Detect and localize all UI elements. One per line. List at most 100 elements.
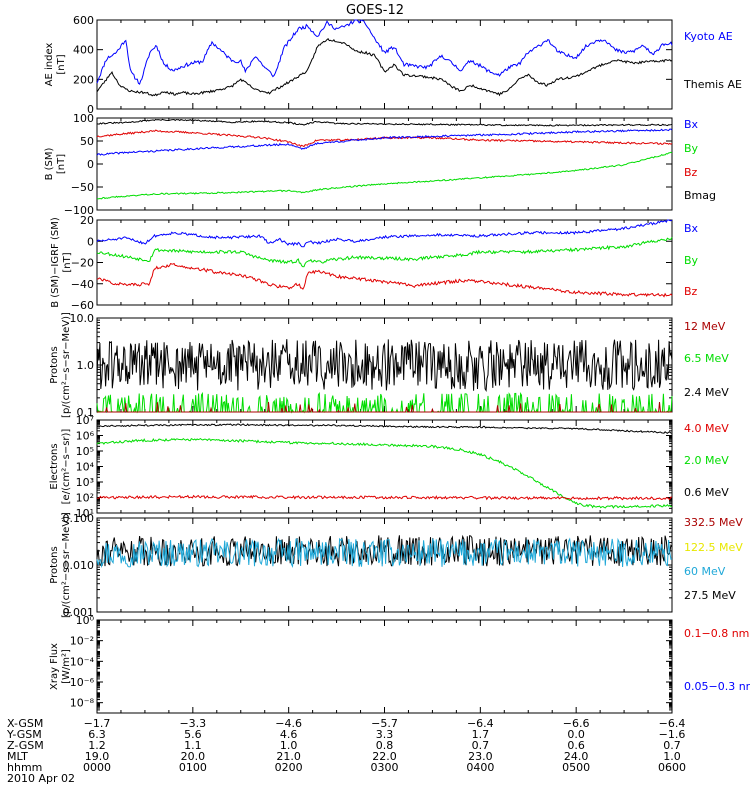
ephemeris-row-label: X-GSM: [7, 717, 43, 730]
y-tick-label: 10⁻⁸: [70, 697, 95, 710]
y-axis-label: B (SM)−IGRF (SM): [50, 217, 61, 308]
ephemeris-value: −4.6: [275, 717, 302, 730]
ephemeris-date: 2010 Apr 02: [7, 772, 75, 785]
legend-entry: 60 MeV: [684, 565, 726, 578]
y-tick-label: 0: [87, 158, 94, 171]
ephemeris-value: 22.0: [372, 750, 397, 763]
y-tick-label: 0.100: [63, 512, 95, 525]
panel-electrons: 10¹ 10² 10³ 10⁴ 10⁵ 10⁶ 10⁷ Electrons [e/(cm²−s−…: [49, 414, 729, 520]
series-bx: [96, 219, 673, 248]
ephemeris-value: 5.6: [184, 728, 202, 741]
y-axis-label: [nT]: [56, 54, 67, 74]
y-tick-label: 10⁶: [76, 430, 95, 443]
ephemeris-value: −1.7: [84, 717, 111, 730]
legend-entry: 27.5 MeV: [684, 589, 736, 602]
ephemeris-row-label: hhmm: [7, 761, 42, 774]
y-tick-label: −50: [71, 181, 94, 194]
y-tick-label: 10⁻⁴: [70, 655, 95, 668]
legend-entry: 0.6 MeV: [684, 486, 729, 499]
series-by: [96, 237, 673, 268]
y-tick-label: 50: [80, 135, 94, 148]
ephemeris-value: 0200: [275, 761, 303, 774]
panel-frame: [96, 19, 673, 110]
ephemeris-value: 21.0: [276, 750, 301, 763]
ephemeris-value: 0.6: [567, 739, 585, 752]
series-0-6-mev: [96, 423, 673, 434]
y-tick-label: 10⁻²: [70, 635, 94, 648]
y-tick-label: 0: [87, 235, 94, 248]
ephemeris-value: 0.7: [472, 739, 490, 752]
legend-entry: Bmag: [684, 189, 716, 202]
legend-entry: 6.5 MeV: [684, 352, 729, 365]
series-12-mev: [97, 401, 672, 413]
y-tick-label: 0.1: [77, 406, 95, 419]
y-axis-label: [p/(cm²−s−sr−MeV)]: [61, 312, 72, 418]
series-bz: [96, 129, 673, 148]
ephemeris-value: 4.6: [280, 728, 298, 741]
y-axis-label: [nT]: [62, 252, 73, 272]
panel-bigrf: −60 −40 −20 0 20 B (SM)−IGRF (SM) [nT] Bx By Bz: [50, 214, 699, 312]
ephemeris-value: 19.0: [85, 750, 110, 763]
ephemeris-value: 1.7: [472, 728, 490, 741]
chart-title: GOES-12: [346, 3, 404, 18]
legend-entry: 0.05−0.3 nr: [684, 680, 750, 693]
legend-entry: 2.0 MeV: [684, 454, 729, 467]
ephemeris-value: 0500: [562, 761, 590, 774]
legend-entry: 0.1−0.8 nm: [684, 627, 749, 640]
ephemeris-value: 0400: [466, 761, 494, 774]
panel-frame: [96, 517, 673, 613]
legend-entry: Bx: [684, 222, 699, 235]
panel-frame: [96, 619, 673, 714]
y-tick-label: 200: [73, 73, 94, 86]
ephemeris-value: −5.7: [371, 717, 398, 730]
y-tick-label: 10²: [76, 492, 94, 505]
y-tick-label: 10¹: [76, 507, 94, 520]
legend-entry: By: [684, 254, 699, 267]
ephemeris-value: −6.6: [563, 717, 590, 730]
y-tick-label: 100: [73, 112, 94, 125]
panel-xray: 10⁻⁸ 10⁻⁶ 10⁻⁴ 10⁻² 10⁰ Xray Flux [W/m²] 0.1−0.…: [49, 614, 750, 714]
series-2-4-mev: [96, 339, 673, 393]
ephemeris-value: 20.0: [181, 750, 206, 763]
ephemeris-value: −6.4: [659, 717, 686, 730]
legend-entry: 2.4 MeV: [684, 386, 729, 399]
y-tick-label: −100: [64, 204, 94, 217]
y-tick-label: −40: [71, 278, 94, 291]
y-axis-label: Xray Flux: [49, 643, 60, 690]
panel-protons2: 0.001 0.010 0.100 Protons [p/(cm²−s−sr−MeV)]…: [49, 512, 743, 619]
series-2-0-mev: [96, 437, 673, 509]
y-axis-label: AE index: [44, 43, 55, 87]
ephemeris-value: 0000: [83, 761, 111, 774]
y-tick-label: 0.010: [63, 559, 95, 572]
y-tick-label: 400: [73, 44, 94, 57]
ephemeris-value: 0600: [658, 761, 686, 774]
y-tick-label: −20: [71, 257, 94, 270]
ephemeris-value: 3.3: [376, 728, 394, 741]
series-4-0-mev: [96, 494, 673, 501]
legend-entry: Bz: [684, 285, 698, 298]
y-tick-label: 0: [87, 103, 94, 116]
series-by: [96, 151, 673, 200]
ephemeris-value: 0300: [371, 761, 399, 774]
ephemeris-row-label: MLT: [7, 750, 28, 763]
legend-entry: 332.5 MeV: [684, 516, 743, 529]
y-tick-label: 10⁵: [76, 445, 94, 458]
legend-entry: 4.0 MeV: [684, 422, 729, 435]
ephemeris-value: 24.0: [564, 750, 589, 763]
y-axis-label: Protons: [49, 346, 60, 383]
y-axis-label: [p/(cm²−s−sr−MeV)]: [61, 512, 72, 618]
ephemeris-value: 0.7: [663, 739, 681, 752]
ephemeris-value: −6.4: [467, 717, 494, 730]
y-tick-label: 0.001: [63, 606, 95, 619]
legend-entry: Themis AE: [683, 78, 742, 91]
panel-bsm: −100 −50 0 50 100 B (SM) [nT] Bx By Bz Bmag: [44, 112, 716, 217]
ephemeris-value: 6.3: [88, 728, 106, 741]
y-tick-label: 10⁰: [76, 614, 95, 627]
y-tick-label: 10⁴: [76, 461, 95, 474]
y-axis-label: Protons: [49, 546, 60, 583]
series-kyoto-ae: [96, 19, 673, 85]
y-tick-label: 1.0: [77, 359, 95, 372]
y-axis-label: Electrons: [49, 443, 60, 489]
